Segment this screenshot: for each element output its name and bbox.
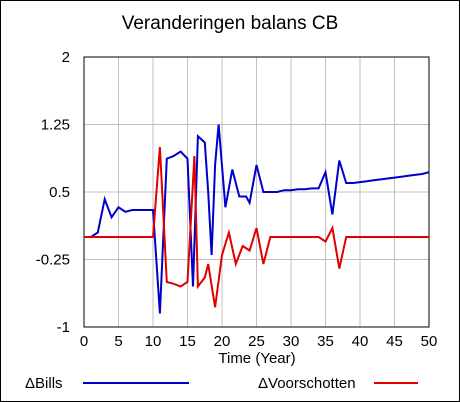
series-line-1 (84, 146, 429, 308)
legend: ΔBills ΔVoorschotten (25, 375, 418, 392)
chart-title: Veranderingen balans CB (122, 13, 339, 34)
legend-label-bills: ΔBills (25, 375, 63, 392)
series-lines (84, 124, 430, 314)
x-axis-title: Time (Year) (218, 350, 295, 367)
x-axis-ticks: 0 5 10 15 20 25 30 35 40 45 50 (80, 333, 438, 350)
x-tick-label: 50 (421, 333, 438, 350)
y-tick-label: -0.25 (36, 252, 70, 269)
x-tick-label: 5 (114, 333, 122, 350)
x-tick-label: 0 (80, 333, 88, 350)
grid-lines (84, 57, 429, 327)
x-tick-label: 35 (317, 333, 334, 350)
y-tick-label: -1 (57, 319, 70, 336)
series-line-0 (84, 124, 430, 314)
y-tick-label: 0.5 (49, 184, 70, 201)
y-tick-label: 1.25 (41, 117, 70, 134)
y-tick-label: 2 (62, 49, 70, 66)
x-tick-label: 45 (386, 333, 403, 350)
plot-area-border (83, 56, 430, 328)
y-axis-ticks: 2 1.25 0.5 -0.25 -1 (36, 49, 70, 336)
x-tick-label: 15 (179, 333, 196, 350)
x-tick-label: 40 (352, 333, 369, 350)
x-tick-label: 10 (145, 333, 162, 350)
x-tick-label: 30 (283, 333, 300, 350)
x-tick-label: 25 (248, 333, 265, 350)
x-tick-label: 20 (214, 333, 231, 350)
legend-label-voorschotten: ΔVoorschotten (258, 375, 356, 392)
